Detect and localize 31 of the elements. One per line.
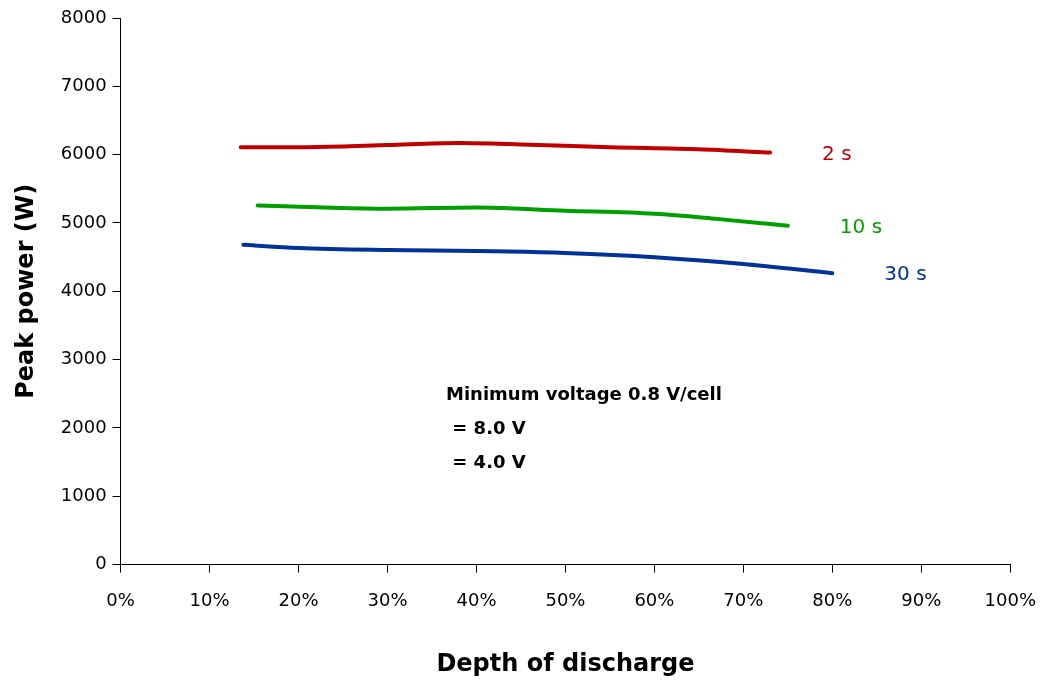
line-series xyxy=(238,141,773,155)
line-series xyxy=(255,203,790,228)
x-tick-label: 70% xyxy=(723,589,764,611)
x-tick-label: 60% xyxy=(634,589,675,611)
annotation: Minimum voltage 0.8 V/cell xyxy=(446,382,722,404)
y-tick-label: 6000 xyxy=(60,142,107,164)
line-series xyxy=(241,242,835,276)
x-tick-label: 40% xyxy=(456,589,497,611)
y-tick-label: 2000 xyxy=(60,415,107,437)
y-tick-label: 0 xyxy=(95,552,107,574)
y-tick-label: 7000 xyxy=(60,74,107,95)
x-tick-label: 10% xyxy=(189,589,230,611)
x-tick-label: 90% xyxy=(901,589,942,611)
x-tick-label: 0% xyxy=(106,589,135,611)
x-tick-label: 80% xyxy=(812,589,853,611)
annotation: = 8.0 V xyxy=(446,416,526,438)
text: 10 s xyxy=(839,213,883,238)
y-axis-title: Peak power (W) xyxy=(10,183,39,399)
annotation: = 4.0 V xyxy=(446,450,526,472)
x-tick-label: 30% xyxy=(367,589,408,611)
x-tick-label: 50% xyxy=(545,589,586,611)
x-axis-title: Depth of discharge xyxy=(436,648,695,677)
x-tick-label: 100% xyxy=(984,589,1036,611)
text: 30 s xyxy=(884,261,927,286)
y-tick-label: 8000 xyxy=(60,5,107,27)
y-tick-label: 3000 xyxy=(60,347,107,369)
x-tick-label: 20% xyxy=(278,589,319,611)
y-tick-label: 5000 xyxy=(60,210,107,232)
y-tick-label: 4000 xyxy=(60,278,107,300)
text: 2 s xyxy=(822,140,852,165)
y-tick-label: 1000 xyxy=(60,483,107,505)
